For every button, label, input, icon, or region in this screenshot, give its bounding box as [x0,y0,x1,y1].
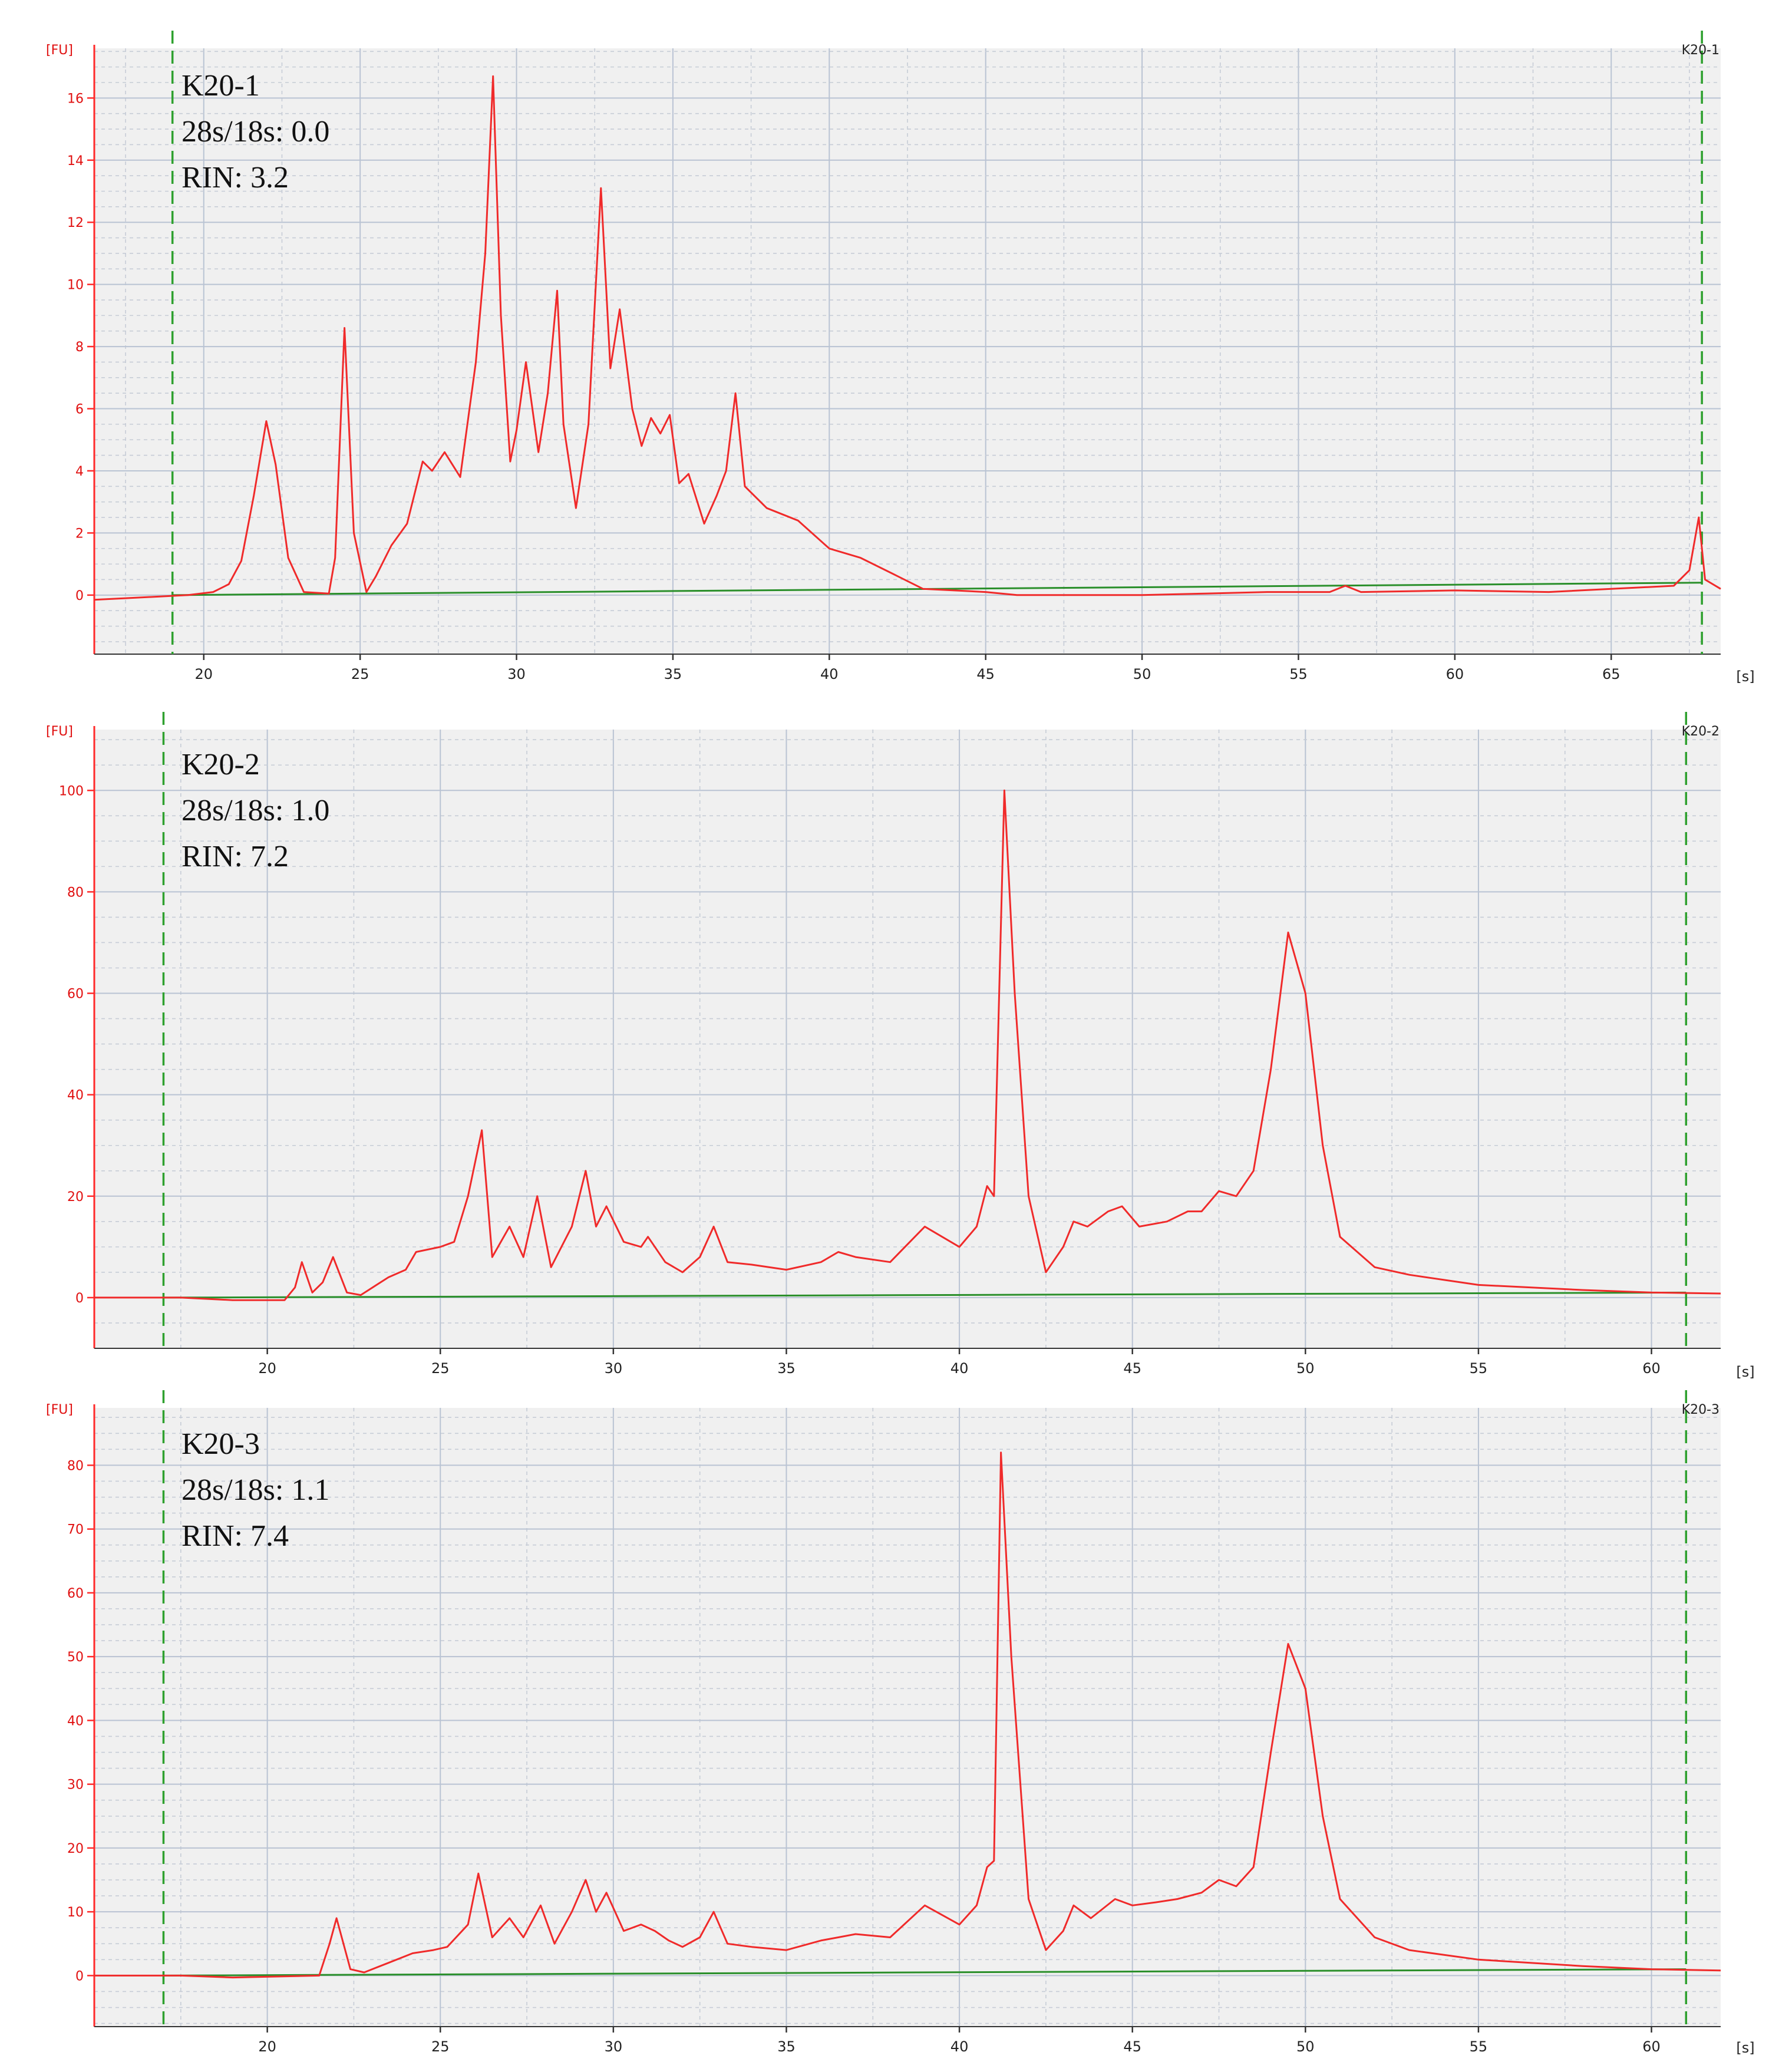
annotation-28s-18s-ratio: 28s/18s: 1.0 [181,794,329,827]
y-tick-label: 14 [67,154,84,169]
y-tick-label: 8 [75,340,84,355]
x-tick-label: 55 [1470,2038,1488,2055]
x-tick-label: 60 [1446,666,1464,682]
sample-tag: K20-1 [1682,43,1720,58]
y-tick-label: 6 [75,402,84,417]
y-tick-label: 60 [67,1586,84,1601]
electropherogram-chart-k20-3: 0 10 20 30 40 50 60 70 80 20 25 30 35 40 45 50 55 60 [FU]… [46,1390,1755,2056]
y-tick-label: 80 [67,1459,84,1473]
x-tick-label: 30 [605,1360,623,1377]
x-tick-label: 60 [1642,2038,1661,2055]
x-unit-label: [s] [1736,2040,1754,2056]
plot-area [94,730,1721,1348]
y-tick-label: 30 [67,1778,84,1793]
annotation-rin: RIN: 7.2 [181,840,289,873]
y-tick-label: 80 [67,885,84,900]
baseline-line [163,1291,1687,1299]
baseline-line [163,1968,1687,1977]
y-tick-label: 2 [75,526,84,541]
fluorescence-trace [94,75,1721,601]
annotation-28s-18s-ratio: 28s/18s: 1.1 [181,1473,329,1507]
x-tick-label: 60 [1642,1360,1661,1377]
y-tick-label: 0 [75,1291,84,1306]
x-tick-label: 20 [258,1360,276,1377]
annotation-rin: RIN: 3.2 [181,161,289,194]
electropherogram-panel-k20-3: 0 10 20 30 40 50 60 70 80 20 25 30 35 40 45 50 55 60 [FU]… [0,1390,1769,2072]
x-unit-label: [s] [1736,668,1754,685]
fluorescence-trace [94,1451,1721,1979]
x-tick-label: 25 [351,666,369,682]
y-tick-label: 10 [67,1905,84,1920]
x-tick-label: 35 [777,2038,796,2055]
x-tick-label: 45 [1123,1360,1141,1377]
x-tick-label: 30 [507,666,526,682]
x-tick-label: 50 [1296,2038,1315,2055]
y-tick-label: 10 [67,278,84,293]
y-tick-label: 0 [75,589,84,603]
y-tick-label: 60 [67,987,84,1002]
y-unit-label: [FU] [46,43,73,58]
y-tick-label: 100 [59,784,84,799]
y-tick-label: 40 [67,1088,84,1103]
y-tick-label: 4 [75,464,84,479]
y-tick-label: 12 [67,216,84,230]
annotation-28s-18s-ratio: 28s/18s: 0.0 [181,115,329,149]
y-tick-label: 16 [67,91,84,106]
x-tick-label: 55 [1289,666,1308,682]
electropherogram-chart-k20-1: 0 2 4 6 8 10 12 14 16 20 25 30 35 40 45 50 55 60 65 [FU] K… [46,31,1755,685]
y-unit-label: [FU] [46,724,73,739]
x-tick-label: 45 [976,666,995,682]
y-tick-label: 20 [67,1842,84,1856]
x-tick-label: 20 [194,666,213,682]
annotation-sample-name: K20-3 [181,1427,260,1461]
annotation-rin: RIN: 7.4 [181,1519,289,1553]
y-tick-label: 50 [67,1650,84,1665]
electropherogram-panel-k20-2: 0 20 40 60 80 100 20 25 30 35 40 45 50 55 60 [FU] K20-… [0,710,1769,1390]
y-tick-label: 0 [75,1969,84,1984]
y-tick-label: 70 [67,1523,84,1537]
x-tick-label: 55 [1470,1360,1488,1377]
y-unit-label: [FU] [46,1403,73,1417]
x-tick-label: 50 [1296,1360,1315,1377]
plot-area [94,48,1721,654]
x-tick-label: 40 [950,2038,969,2055]
x-tick-label: 45 [1123,2038,1141,2055]
plot-area [94,1408,1721,2027]
sample-tag: K20-2 [1682,724,1720,739]
x-tick-label: 50 [1133,666,1151,682]
electropherogram-chart-k20-2: 0 20 40 60 80 100 20 25 30 35 40 45 50 55 60 [FU] K20-… [46,712,1755,1380]
x-tick-label: 40 [950,1360,969,1377]
y-tick-label: 40 [67,1714,84,1728]
x-tick-label: 30 [605,2038,623,2055]
x-unit-label: [s] [1736,1364,1754,1380]
sample-tag: K20-3 [1682,1403,1720,1417]
x-tick-label: 25 [431,1360,450,1377]
y-tick-label: 20 [67,1190,84,1205]
x-tick-label: 25 [431,2038,450,2055]
electropherogram-panel-k20-1: 0 2 4 6 8 10 12 14 16 20 25 30 35 40 45 50 55 60 65 [FU] K… [0,0,1769,710]
fluorescence-trace [94,789,1721,1301]
annotation-sample-name: K20-1 [181,69,260,103]
x-tick-label: 35 [777,1360,796,1377]
x-tick-label: 40 [820,666,839,682]
x-tick-label: 65 [1602,666,1621,682]
x-tick-label: 35 [664,666,682,682]
x-tick-label: 20 [258,2038,276,2055]
annotation-sample-name: K20-2 [181,748,260,781]
